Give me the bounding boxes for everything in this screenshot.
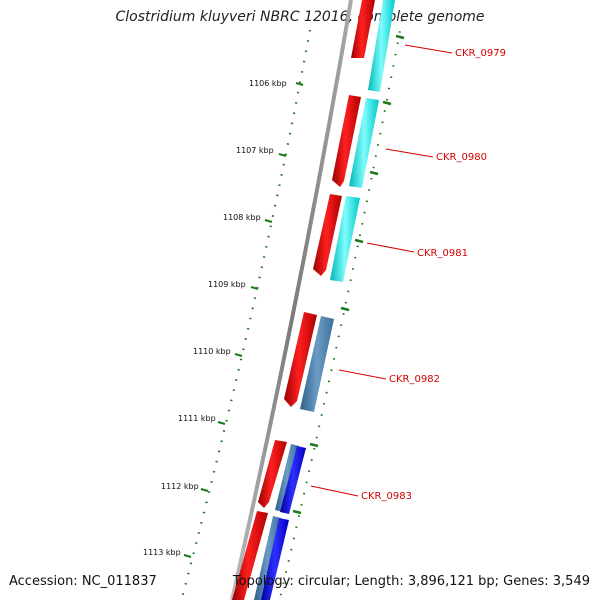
leader-line (366, 242, 415, 253)
gene-tick (292, 509, 302, 515)
ruler-arc (180, 29, 312, 599)
gene-label: CKR_0983 (361, 491, 412, 502)
ruler-tick (250, 286, 259, 290)
gene-tick (382, 100, 392, 106)
cds-feature (332, 95, 361, 187)
cds-feature (313, 194, 342, 276)
ruler-tick-label: 1110 kbp (193, 347, 231, 356)
ruler-tick (234, 353, 243, 357)
ruler-tick (217, 421, 226, 425)
leader-line (404, 44, 453, 54)
accession-text: Accession: NC_011837 (9, 574, 157, 589)
ruler-tick-label: 1111 kbp (178, 414, 216, 423)
cds-feature (284, 312, 317, 407)
ruler-tick-label: 1112 kbp (161, 482, 199, 491)
gene-label: CKR_0980 (436, 152, 487, 163)
ruler-tick-label: 1107 kbp (236, 146, 274, 155)
ruler-tick (200, 488, 209, 492)
ruler-tick-label: 1108 kbp (223, 213, 261, 222)
cds-feature-steel (254, 516, 281, 600)
gene-label: CKR_0979 (455, 48, 506, 59)
cds-feature-blue (280, 446, 306, 514)
cds-feature-cyan (330, 196, 360, 282)
gene-tick (395, 34, 405, 40)
gene-tick (340, 306, 350, 312)
leader-line (310, 485, 359, 497)
forward-strand-features (254, 0, 395, 600)
gene-tick (309, 442, 319, 448)
cds-feature-cyan (368, 0, 395, 92)
cds-feature-cyan (349, 98, 379, 188)
cds-feature-steel (300, 316, 334, 412)
topology-text: Topology: circular; Length: 3,896,121 bp… (232, 574, 590, 589)
ruler-tick-label: 1106 kbp (249, 79, 287, 88)
cds-feature (232, 511, 268, 600)
ruler-ticks: 1106 kbp 1107 kbp 1108 kbp 1109 kbp 1110… (143, 79, 304, 558)
cds-feature (258, 440, 287, 508)
gene-labels: CKR_0979 CKR_0980 CKR_0981 CKR_0982 CKR_… (361, 48, 506, 502)
gene-tick (354, 238, 364, 244)
cds-feature-blue (261, 518, 289, 600)
gene-label: CKR_0982 (389, 374, 440, 385)
cds-feature (351, 0, 375, 58)
ruler-tick (264, 219, 273, 223)
ruler-tick-label: 1109 kbp (208, 280, 246, 289)
genome-backbone (230, 0, 353, 600)
leader-line (385, 148, 434, 158)
leader-line (338, 369, 387, 380)
gene-start-ticks (292, 34, 405, 515)
gene-tick (369, 170, 379, 176)
gene-label: CKR_0981 (417, 248, 468, 259)
ruler-tick (295, 82, 304, 86)
label-leaders (310, 44, 453, 497)
ruler-tick (183, 554, 192, 558)
ruler-tick (278, 153, 287, 157)
reverse-strand-cds (232, 0, 375, 600)
ruler-tick-label: 1113 kbp (143, 548, 181, 557)
cds-feature-steel (275, 444, 299, 512)
